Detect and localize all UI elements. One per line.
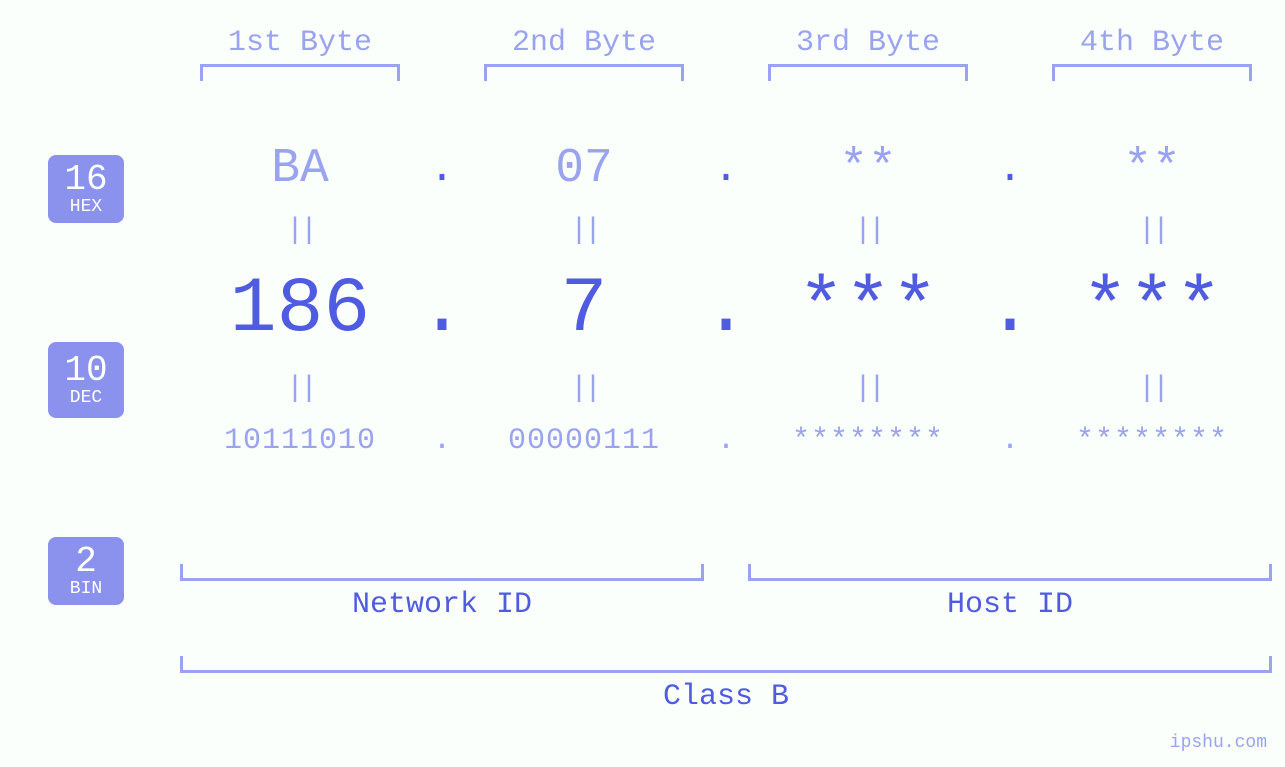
byte-header-1: 1st Byte bbox=[228, 0, 372, 60]
badge-hex-num: 16 bbox=[64, 161, 107, 199]
byte-header-2: 2nd Byte bbox=[512, 0, 656, 60]
hex-byte-1: BA bbox=[271, 142, 329, 196]
byte-header-3: 3rd Byte bbox=[796, 0, 940, 60]
bin-byte-2: 00000111 bbox=[508, 424, 660, 458]
byte-bracket-4 bbox=[1052, 64, 1252, 92]
badge-hex-name: HEX bbox=[70, 198, 102, 217]
dec-byte-3: *** bbox=[798, 266, 938, 354]
hex-byte-2: 07 bbox=[555, 142, 613, 196]
bracket-network: Network ID bbox=[180, 558, 704, 622]
badge-row-bin: 2 BIN bbox=[48, 532, 124, 610]
hex-byte-3: ** bbox=[839, 142, 897, 196]
dec-dot-3: . bbox=[987, 266, 1034, 354]
bin-byte-3: ******** bbox=[792, 424, 944, 458]
bin-dot-2: . bbox=[717, 424, 735, 458]
bin-dot-1: . bbox=[433, 424, 451, 458]
badge-row-dec: 10 DEC bbox=[48, 328, 124, 432]
dec-byte-1: 186 bbox=[230, 266, 370, 354]
dec-dot-1: . bbox=[419, 266, 466, 354]
eq-dec-bin-1: || bbox=[286, 372, 314, 406]
base-badges: 16 HEX 10 DEC 2 BIN bbox=[48, 150, 124, 610]
badge-dec-name: DEC bbox=[70, 389, 102, 408]
bin-byte-4: ******** bbox=[1076, 424, 1228, 458]
bracket-class: Class B bbox=[180, 650, 1272, 714]
eq-hex-dec-3: || bbox=[854, 214, 882, 248]
ip-grid: 1st Byte 2nd Byte 3rd Byte 4th Byte BA .… bbox=[180, 0, 1280, 458]
dec-byte-2: 7 bbox=[561, 266, 608, 354]
hex-dot-2: . bbox=[713, 145, 738, 193]
label-host: Host ID bbox=[748, 588, 1272, 622]
badge-dec-num: 10 bbox=[64, 352, 107, 390]
eq-dec-bin-4: || bbox=[1138, 372, 1166, 406]
bin-dot-3: . bbox=[1001, 424, 1019, 458]
dec-dot-2: . bbox=[703, 266, 750, 354]
eq-hex-dec-1: || bbox=[286, 214, 314, 248]
bracket-host: Host ID bbox=[748, 558, 1272, 622]
byte-bracket-3 bbox=[768, 64, 968, 92]
eq-dec-bin-3: || bbox=[854, 372, 882, 406]
badge-hex: 16 HEX bbox=[48, 155, 124, 224]
watermark: ipshu.com bbox=[1170, 733, 1267, 753]
badge-row-hex: 16 HEX bbox=[48, 150, 124, 228]
byte-bracket-1 bbox=[200, 64, 400, 92]
badge-bin-name: BIN bbox=[70, 580, 102, 599]
eq-dec-bin-2: || bbox=[570, 372, 598, 406]
bin-byte-1: 10111010 bbox=[224, 424, 376, 458]
label-network: Network ID bbox=[180, 588, 704, 622]
badge-bin: 2 BIN bbox=[48, 537, 124, 606]
badge-bin-num: 2 bbox=[75, 543, 97, 581]
eq-hex-dec-4: || bbox=[1138, 214, 1166, 248]
hex-dot-3: . bbox=[997, 145, 1022, 193]
hex-dot-1: . bbox=[429, 145, 454, 193]
byte-bracket-2 bbox=[484, 64, 684, 92]
byte-header-4: 4th Byte bbox=[1080, 0, 1224, 60]
label-class: Class B bbox=[180, 680, 1272, 714]
hex-byte-4: ** bbox=[1123, 142, 1181, 196]
dec-byte-4: *** bbox=[1082, 266, 1222, 354]
eq-hex-dec-2: || bbox=[570, 214, 598, 248]
badge-dec: 10 DEC bbox=[48, 342, 124, 419]
